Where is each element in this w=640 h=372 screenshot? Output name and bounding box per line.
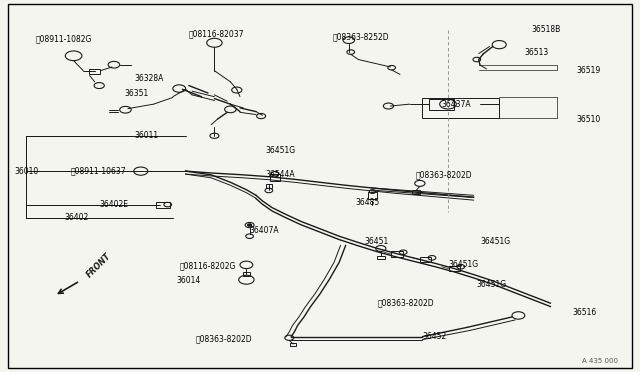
Text: 36451G: 36451G: [480, 237, 510, 246]
Bar: [156, 202, 170, 208]
Bar: [377, 256, 385, 259]
Bar: [391, 251, 403, 257]
Bar: [290, 343, 296, 346]
Text: 36328A: 36328A: [134, 74, 164, 83]
Text: 36516: 36516: [573, 308, 597, 317]
Bar: [89, 69, 100, 74]
Text: Ⓝ08363-8202D: Ⓝ08363-8202D: [378, 299, 434, 308]
Text: 36452: 36452: [422, 332, 447, 341]
Bar: [266, 184, 272, 188]
Circle shape: [248, 224, 252, 226]
Text: 36011: 36011: [134, 131, 159, 140]
Text: 36437A: 36437A: [442, 100, 471, 109]
Text: 36451: 36451: [365, 237, 389, 246]
Text: 36451G: 36451G: [266, 146, 296, 155]
Bar: [429, 99, 454, 110]
Text: Ⓝ08363-8252D: Ⓝ08363-8252D: [333, 33, 389, 42]
Text: 36407A: 36407A: [250, 226, 279, 235]
Text: 36402: 36402: [64, 213, 88, 222]
Text: 36010: 36010: [14, 167, 38, 176]
Text: 36451G: 36451G: [448, 260, 478, 269]
Bar: [412, 190, 420, 194]
Text: FRONT: FRONT: [84, 252, 113, 280]
Text: A 435 000: A 435 000: [582, 358, 618, 364]
Text: 36014: 36014: [176, 276, 200, 285]
Text: ⓝ08911-1082G: ⓝ08911-1082G: [35, 35, 92, 44]
Text: Ⓝ08363-8202D: Ⓝ08363-8202D: [416, 170, 472, 179]
Text: 36544A: 36544A: [266, 170, 295, 179]
Text: Ⓝ08363-8202D: Ⓝ08363-8202D: [195, 334, 252, 343]
Bar: [367, 192, 378, 199]
Text: 36519: 36519: [576, 66, 600, 75]
Text: 36513: 36513: [525, 48, 549, 57]
Bar: [422, 97, 499, 118]
Text: 36351: 36351: [125, 89, 149, 97]
Text: 36510: 36510: [576, 115, 600, 124]
Text: 36485: 36485: [355, 198, 380, 207]
Bar: [243, 272, 250, 276]
Text: Ⓒ08116-82037: Ⓒ08116-82037: [189, 29, 244, 38]
Bar: [420, 257, 431, 262]
Text: 36451G: 36451G: [477, 280, 507, 289]
Text: 36402E: 36402E: [99, 200, 128, 209]
Bar: [449, 266, 460, 271]
Text: ⓝ08911-10637: ⓝ08911-10637: [70, 167, 126, 176]
Bar: [270, 174, 280, 181]
Text: 36518B: 36518B: [531, 25, 561, 34]
Text: Ⓒ08116-8202G: Ⓒ08116-8202G: [179, 262, 236, 270]
